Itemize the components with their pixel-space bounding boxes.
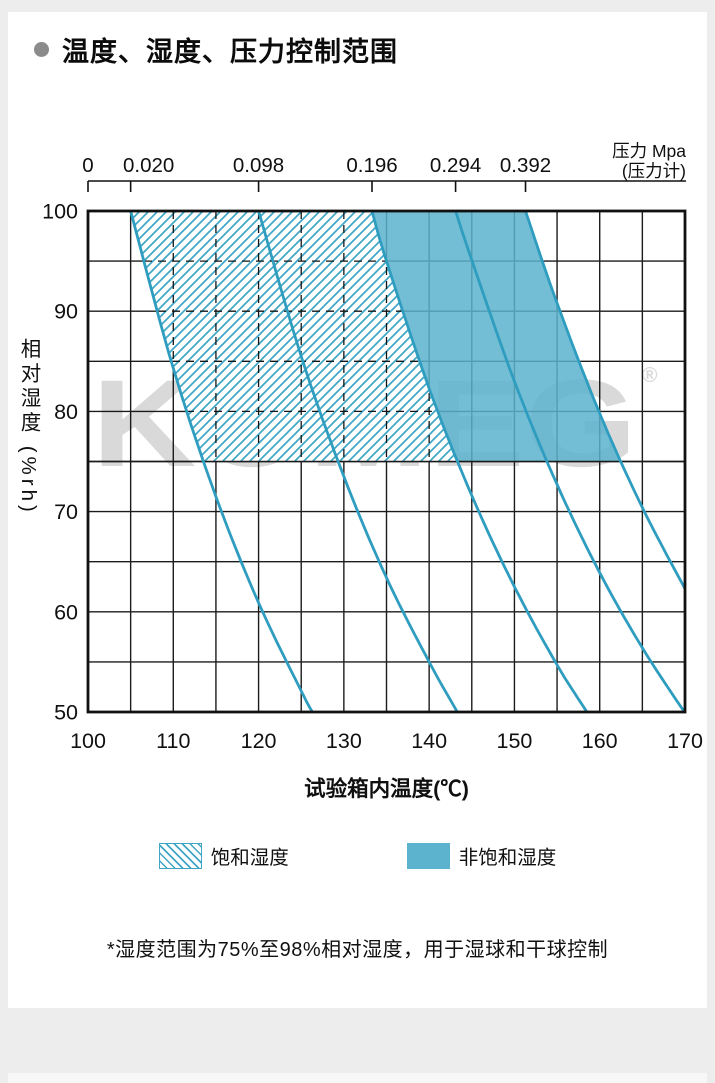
pressure-tick-label: 0.020 bbox=[123, 154, 174, 177]
x-tick-label: 150 bbox=[496, 729, 532, 753]
y-tick-label: 80 bbox=[54, 400, 78, 424]
pressure-tick-label: 0.392 bbox=[500, 154, 551, 177]
x-tick-label: 170 bbox=[667, 729, 703, 753]
legend-item-saturated: 饱和湿度 bbox=[158, 841, 289, 870]
x-tick-label: 130 bbox=[326, 729, 362, 753]
pressure-curve-0.020 bbox=[129, 210, 314, 713]
y-tick-label: 90 bbox=[54, 300, 78, 324]
legend-item-unsaturated: 非饱和湿度 bbox=[406, 841, 557, 870]
pressure-curve-0.098 bbox=[257, 210, 459, 713]
bottom-strip bbox=[8, 1073, 707, 1083]
pressure-tick-label: 0.098 bbox=[233, 154, 284, 177]
x-tick-label: 110 bbox=[156, 729, 190, 753]
x-tick-label: 140 bbox=[411, 729, 447, 753]
pressure-tick-label: 0.196 bbox=[346, 154, 397, 177]
pressure-tick-label: 0.294 bbox=[430, 154, 481, 177]
saturated-humidity-swatch bbox=[158, 842, 202, 869]
plot-border bbox=[86, 209, 687, 714]
y-tick-label: 60 bbox=[54, 600, 78, 624]
pressure-curve-0.392 bbox=[524, 210, 687, 590]
legend: 饱和湿度 非饱和湿度 bbox=[0, 841, 715, 870]
watermark-mark: ® bbox=[642, 364, 658, 387]
unsaturated-humidity-swatch bbox=[406, 842, 450, 869]
pressure-tick-label: 0 bbox=[82, 154, 93, 177]
page-header: 温度、湿度、压力控制范围 bbox=[34, 30, 398, 69]
y-tick-label: 100 bbox=[42, 200, 78, 224]
pressure-curve-0.294 bbox=[454, 210, 687, 713]
x-tick-label: 120 bbox=[241, 729, 277, 753]
y-tick-label: 50 bbox=[54, 701, 78, 725]
y-axis-label: 相对湿度 (%rh) bbox=[17, 338, 40, 516]
x-tick-label: 160 bbox=[582, 729, 618, 753]
pressure-axis-title: 压力 Mpa bbox=[612, 141, 686, 161]
x-tick-label: 100 bbox=[70, 729, 106, 753]
bullet-icon bbox=[34, 42, 49, 57]
y-tick-label: 70 bbox=[54, 500, 78, 524]
pressure-axis: 0 0.020 0.098 0.196 0.294 0.392 压力 Mpa(压力计) bbox=[82, 141, 686, 192]
pressure-axis-subtitle: (压力计) bbox=[622, 161, 686, 181]
pressure-curves bbox=[129, 210, 687, 713]
legend-label-unsaturated: 非饱和湿度 bbox=[458, 847, 557, 869]
pressure-curve-0.196 bbox=[370, 210, 589, 713]
legend-label-saturated: 饱和湿度 bbox=[210, 847, 289, 869]
x-axis-title: 试验箱内温度(℃) bbox=[304, 776, 469, 801]
footnote: *湿度范围为75%至98%相对湿度，用于湿球和干球控制 bbox=[106, 939, 609, 961]
page-title: 温度、湿度、压力控制范围 bbox=[62, 37, 398, 67]
